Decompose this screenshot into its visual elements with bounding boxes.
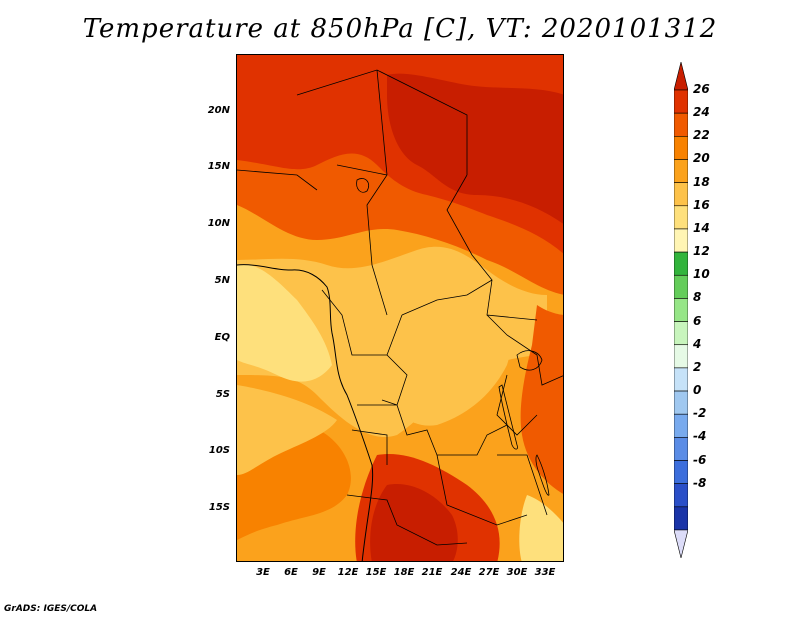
colorbar-segment: [674, 182, 688, 207]
map-title: Temperature at 850hPa [C], VT: 202010131…: [82, 14, 718, 44]
colorbar-label: -4: [693, 429, 707, 444]
lat-tick: 20N: [207, 105, 230, 116]
lon-tick: 24E: [450, 567, 472, 578]
lon-tick: 9E: [312, 567, 326, 578]
colorbar-label: -2: [693, 406, 707, 421]
colorbar-label: 2: [693, 359, 702, 374]
field-congo-light: [374, 279, 511, 426]
field-south-darkred: [370, 484, 458, 561]
temperature-field: [237, 55, 563, 561]
colorbar-label: 4: [693, 336, 702, 351]
lat-tick: EQ: [214, 332, 230, 343]
colorbar-label: 18: [693, 174, 710, 189]
lake-chad: [356, 178, 370, 193]
field-southwest-light: [237, 385, 337, 475]
colorbar-label: 8: [693, 290, 702, 305]
colorbar-label: 24: [693, 105, 710, 120]
coastline: [237, 264, 374, 561]
colorbar-segment: [674, 112, 688, 137]
colorbar-label: 10: [693, 267, 710, 282]
colorbar-segment: [674, 159, 688, 183]
colorbar-label: 14: [693, 220, 710, 235]
colorbar-bottom-arrow: [674, 529, 688, 558]
lake-malawi: [535, 454, 550, 496]
lon-tick: 3E: [256, 567, 270, 578]
lon-tick: 6E: [284, 567, 298, 578]
lon-tick: 21E: [421, 567, 443, 578]
colorbar-label: -8: [693, 475, 707, 490]
colorbar-segment: [674, 321, 688, 346]
lon-tick: 27E: [478, 567, 500, 578]
colorbar-label: 6: [693, 313, 702, 328]
colorbar-segment: [674, 413, 688, 438]
temperature-map: [236, 54, 564, 562]
lon-tick: 12E: [337, 567, 359, 578]
lon-tick: 18E: [393, 567, 415, 578]
colorbar-segment: [674, 228, 688, 253]
colorbar-label: 12: [693, 244, 710, 259]
lat-tick: 5S: [215, 389, 230, 400]
colorbar-label: 22: [693, 128, 710, 143]
lon-tick: 15E: [365, 567, 387, 578]
colorbar-segment: [674, 89, 688, 114]
lake-tanganyika: [498, 384, 518, 450]
colorbar-segment: [674, 274, 688, 299]
country-borders: [237, 69, 563, 546]
lon-tick: 33E: [534, 567, 556, 578]
colorbar-segment: [674, 390, 688, 415]
colorbar-label: 20: [693, 151, 710, 166]
colorbar-segment: [674, 506, 688, 531]
lat-tick: 10S: [208, 445, 230, 456]
colorbar-segment: [674, 460, 688, 484]
lat-tick: 15N: [207, 161, 230, 172]
colorbar-label: 26: [693, 82, 710, 96]
colorbar-label: 16: [693, 197, 710, 212]
credit-text: GrADS: IGES/COLA: [4, 604, 98, 614]
colorbar-segment: [674, 483, 688, 508]
colorbar-segment: [674, 251, 688, 276]
colorbar-top-arrow: [674, 62, 688, 91]
lat-tick: 5N: [214, 275, 230, 286]
lat-tick: 10N: [207, 218, 230, 229]
lon-tick: 30E: [506, 567, 528, 578]
colorbar: [674, 62, 688, 558]
colorbar-label: -6: [693, 452, 707, 467]
lat-tick: 15S: [208, 502, 230, 513]
colorbar-segment: [674, 344, 688, 369]
colorbar-segment: [674, 205, 688, 230]
lake-victoria: [516, 350, 543, 371]
colorbar-segment: [674, 437, 688, 461]
field-northeast-darkred: [387, 73, 563, 224]
colorbar-label: 0: [693, 383, 702, 398]
field-southeast-pale: [519, 495, 563, 561]
colorbar-segment: [674, 298, 688, 322]
field-coast-pale: [237, 264, 332, 382]
colorbar-segment: [674, 367, 688, 392]
field-east-orange: [520, 305, 563, 494]
colorbar-segment: [674, 136, 688, 160]
